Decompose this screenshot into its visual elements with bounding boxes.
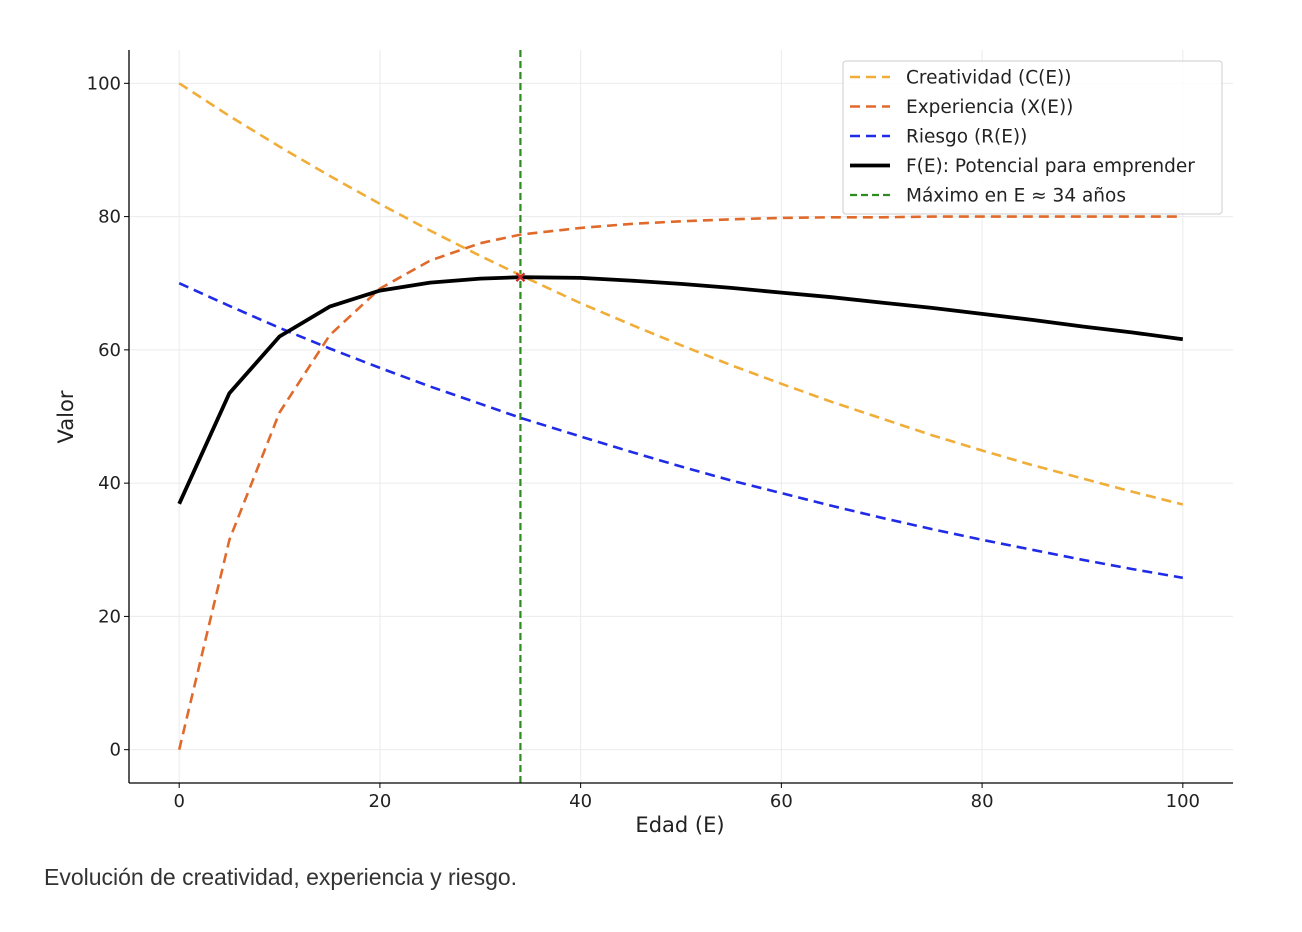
y-tick-label: 20 — [98, 606, 121, 627]
series-line-1 — [178, 82, 1184, 506]
series-line-2 — [177, 215, 1183, 751]
y-tick-label: 80 — [98, 207, 121, 228]
x-tick-label: 60 — [770, 791, 793, 812]
y-tick-label: 0 — [110, 740, 121, 761]
legend-label-5: Máximo en E ≈ 34 años — [906, 186, 1126, 207]
series-line-3 — [178, 282, 1184, 580]
legend-box — [842, 60, 1223, 215]
series-group — [177, 82, 1184, 751]
x-tick-label: 80 — [971, 791, 994, 812]
x-tick-label: 100 — [1166, 791, 1200, 812]
y-tick-label: 100 — [87, 73, 121, 94]
maximum-marker — [515, 272, 526, 283]
legend-label-1: Creatividad (C(E)) — [906, 68, 1072, 89]
x-tick-label: 40 — [569, 791, 592, 812]
figure-caption: Evolución de creatividad, experiencia y … — [44, 864, 518, 890]
y-tick-label: 40 — [98, 473, 121, 494]
axes — [128, 50, 1233, 784]
y-axis-label: Valor — [54, 390, 78, 443]
y-tick-label: 60 — [98, 340, 121, 361]
tick-labels: 0 20 40 60 80 100 0 20 40 60 80 100 — [87, 73, 1200, 812]
legend-label-4: F(E): Potencial para emprender — [906, 156, 1195, 177]
maximum-marker-group — [515, 272, 526, 283]
x-tick-label: 20 — [368, 791, 391, 812]
x-axis-label: Edad (E) — [635, 813, 724, 837]
legend-label-3: Riesgo (R(E)) — [906, 127, 1027, 148]
series-line-4 — [177, 275, 1184, 505]
x-tick-label: 0 — [173, 791, 184, 812]
legend-label-2: Experiencia (X(E)) — [906, 97, 1073, 118]
legend: Creatividad (C(E)) Experiencia (X(E)) Ries… — [842, 60, 1223, 215]
